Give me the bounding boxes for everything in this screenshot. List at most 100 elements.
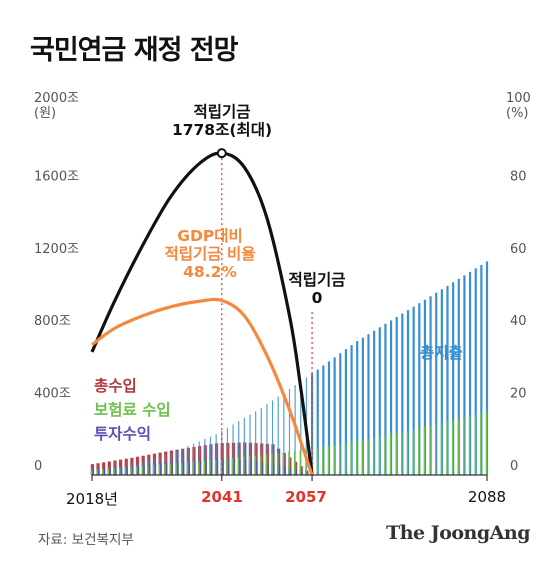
expenditure-bar (367, 334, 370, 475)
x-tick-2041: 2041 (201, 488, 243, 506)
right-axis-unit-top: 100 (506, 91, 531, 106)
premium-bar (389, 434, 392, 475)
right-tick-label: 80 (510, 169, 527, 184)
expenditure-bar (283, 392, 285, 475)
premium-bar (124, 467, 126, 475)
premium-bar (107, 468, 110, 475)
gdp-ratio-value: 48.2% (183, 262, 237, 281)
expenditure-bar (209, 436, 212, 475)
right-tick-label: 40 (510, 314, 527, 329)
right-tick-label: 0 (510, 459, 518, 474)
expenditure-bar (350, 345, 353, 475)
premium-bar (344, 443, 347, 475)
expenditure-bar (373, 330, 376, 475)
peak-label: 적립기금 (193, 103, 251, 121)
premium-bar (231, 457, 234, 475)
expenditure-bar (356, 341, 359, 475)
premium-bar (406, 430, 409, 475)
expenditure-bar (204, 439, 206, 475)
zero-annotation: 적립기금 0 (282, 271, 352, 308)
expenditure-bar (333, 357, 336, 475)
premium-bar (130, 466, 132, 475)
premium-bar (440, 422, 442, 475)
premium-bar (169, 463, 172, 475)
left-tick-label: 1600조 (34, 169, 79, 184)
premium-bar (485, 411, 488, 475)
premium-bar (356, 441, 358, 475)
expenditure-bar (463, 275, 466, 475)
expenditure-bar (440, 289, 443, 475)
peak-annotation: 적립기금 1778조(최대) (160, 103, 284, 140)
premium-bar (119, 467, 121, 475)
right-tick-label: 60 (510, 242, 527, 257)
zero-label: 적립기금 (288, 271, 346, 289)
expenditure-bar (418, 303, 421, 475)
premium-bar (418, 428, 420, 475)
expenditure-bar (271, 400, 274, 475)
expenditure-bar (181, 448, 183, 475)
left-axis-unit-sub: (원) (34, 105, 57, 121)
expenditure-bar (260, 408, 262, 475)
expenditure-bar (344, 349, 348, 475)
premium-bar (372, 437, 375, 475)
expenditure-bar (485, 261, 489, 475)
premium-bar (429, 425, 431, 475)
premium-bar (468, 415, 471, 475)
legend-investment: 투자수익 (94, 425, 152, 443)
reference-lines (221, 153, 313, 475)
expenditure-bar (277, 396, 279, 475)
right-axis-ticks: 80 60 40 20 0 (510, 169, 527, 474)
expenditure-bar (255, 411, 257, 475)
expenditure-bar (316, 369, 319, 475)
x-tick-2088: 2088 (467, 488, 507, 506)
premium-bar (327, 446, 330, 475)
legend-income: 총수입 (94, 377, 137, 395)
left-tick-label: 0 (34, 459, 42, 474)
premium-bar (254, 455, 256, 475)
expenditure-bar (406, 310, 410, 475)
premium-bar (384, 435, 386, 475)
expenditure-bar (457, 278, 460, 475)
premium-bar (463, 417, 465, 475)
premium-bar (102, 468, 104, 475)
right-axis-unit: 100 (%) (506, 91, 531, 122)
expenditure-bar (300, 381, 302, 475)
premium-bar (435, 424, 437, 475)
premium-bar (113, 468, 115, 475)
premium-bar (457, 418, 459, 475)
premium-bar (135, 466, 138, 475)
expenditure-bar (327, 361, 331, 475)
premium-bar (423, 426, 426, 475)
premium-bar (248, 456, 251, 475)
x-tick-2057: 2057 (285, 488, 327, 506)
premium-bar (90, 469, 93, 475)
gdp-ratio-label-2: 적립기금 비율 (164, 244, 256, 263)
peak-value: 1778조(최대) (171, 120, 273, 139)
expenditure-bar (192, 443, 195, 475)
left-tick-label: 400조 (34, 387, 71, 402)
gdp-ratio-label-1: GDP대비 (177, 227, 243, 245)
premium-bar (158, 464, 160, 475)
left-tick-label: 1200조 (34, 242, 79, 257)
premium-bar (367, 439, 369, 475)
expenditure-bar (310, 373, 314, 475)
expenditure-bar (423, 299, 427, 475)
expenditure-bar (221, 430, 223, 475)
premium-bar (141, 465, 143, 475)
left-tick-label: 800조 (34, 314, 71, 329)
gdp-ratio-line (91, 297, 314, 476)
premium-bar (203, 460, 205, 475)
premium-bar (480, 413, 482, 475)
expenditure-bar (446, 285, 449, 475)
expenditure-bar (238, 421, 240, 475)
expenditure-bar (249, 414, 251, 475)
zero-value: 0 (311, 288, 323, 307)
legend-premium: 보험료 수입 (94, 401, 171, 419)
premium-bar (293, 450, 296, 475)
premium-bar (164, 463, 166, 475)
expenditure-bar (288, 388, 291, 475)
premium-bar (175, 462, 177, 475)
expenditure-bar (435, 292, 438, 475)
expenditure-bar (384, 323, 387, 475)
